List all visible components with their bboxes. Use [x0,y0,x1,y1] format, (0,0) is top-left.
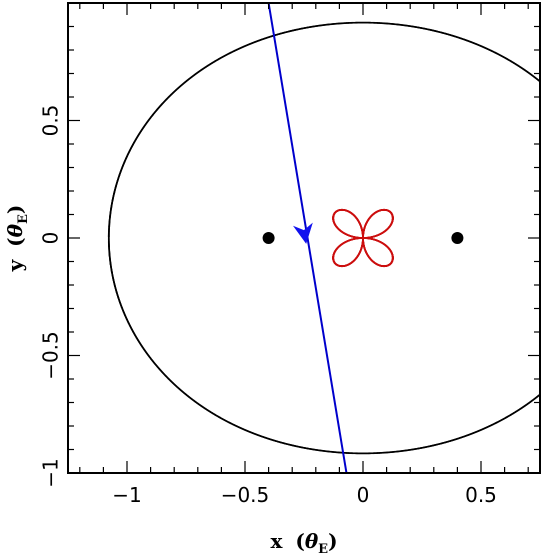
critical-curve-point [362,21,365,24]
critical-curve [107,21,540,455]
critical-curve-point [107,236,110,239]
critical-curve-point [361,452,364,455]
plot-area [107,3,540,473]
caustic [332,208,394,268]
